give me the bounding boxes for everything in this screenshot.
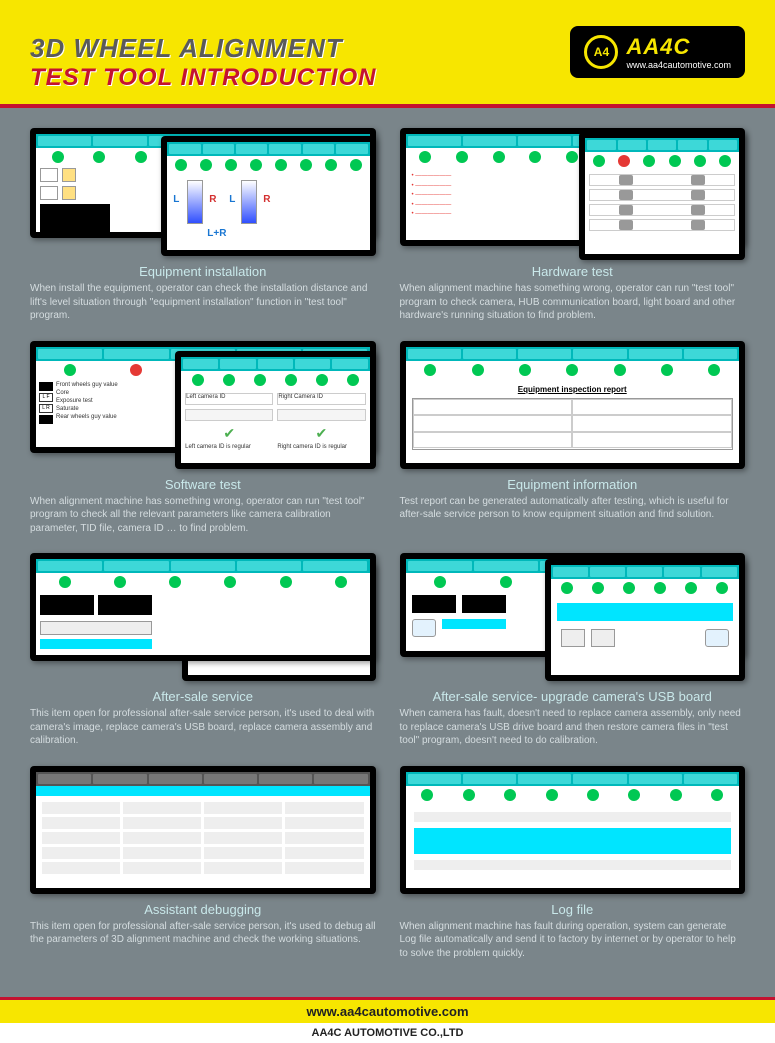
caption: After-sale service (30, 689, 376, 704)
description: This item open for professional after-sa… (30, 707, 376, 748)
cell-equipment-info: Equipment inspection report Equipment in… (400, 341, 746, 536)
footer-url: www.aa4cautomotive.com (0, 997, 775, 1023)
caption: Software test (30, 477, 376, 492)
caption: Log file (400, 902, 746, 917)
brand-logo: A4 AA4C www.aa4cautomotive.com (570, 26, 745, 78)
description: When install the equipment, operator can… (30, 282, 376, 323)
right-ok: Right camera ID is regular (277, 444, 365, 450)
cell-after-sale: After-sale service This item open for pr… (30, 553, 376, 748)
right-cam: Right Camera ID (277, 393, 365, 405)
cell-hardware-test: • ——————• ——————• ——————• ——————• ——————… (400, 128, 746, 323)
footer: www.aa4cautomotive.com AA4C AUTOMOTIVE C… (0, 997, 775, 1043)
left-cam: Left camera ID (185, 393, 273, 405)
check-icon: ✔ (223, 425, 235, 442)
brand-name: AA4C (626, 34, 731, 60)
description: Test report can be generated automatical… (400, 495, 746, 522)
cell-log-file: Log file When alignment machine has faul… (400, 766, 746, 961)
description: When camera has fault, doesn't need to r… (400, 707, 746, 748)
label-R: R (209, 194, 216, 205)
header-titles: 3D WHEEL ALIGNMENT TEST TOOL INTRODUCTIO… (30, 13, 570, 92)
cell-software-test: L F L R Front wheels guy value Core Expo… (30, 341, 376, 536)
caption: Equipment installation (30, 264, 376, 279)
caption: After-sale service- upgrade camera's USB… (400, 689, 746, 704)
cell-equipment-installation: L R L R L+R Equipment installation When … (30, 128, 376, 323)
label-LR: L+R (207, 228, 226, 239)
label-R2: R (263, 194, 270, 205)
cell-assistant-debug: Assistant debugging This item open for p… (30, 766, 376, 961)
report-title: Equipment inspection report (412, 385, 734, 394)
description: When alignment machine has something wro… (400, 282, 746, 323)
brand-url: www.aa4cautomotive.com (626, 60, 731, 70)
description: When alignment machine has fault during … (400, 920, 746, 961)
check-icon: ✔ (316, 425, 328, 442)
description: When alignment machine has something wro… (30, 495, 376, 536)
label-L: L (173, 194, 179, 205)
label-L2: L (229, 194, 235, 205)
footer-company: AA4C AUTOMOTIVE CO.,LTD (0, 1023, 775, 1043)
title-line2: TEST TOOL INTRODUCTION (30, 64, 570, 92)
left-ok: Left camera ID is regular (185, 444, 273, 450)
caption: Equipment information (400, 477, 746, 492)
grid-content: L R L R L+R Equipment installation When … (0, 108, 775, 970)
title-line1: 3D WHEEL ALIGNMENT (30, 33, 570, 64)
caption: Hardware test (400, 264, 746, 279)
logo-badge: A4 (584, 35, 618, 69)
cell-upgrade-usb: After-sale service- upgrade camera's USB… (400, 553, 746, 748)
caption: Assistant debugging (30, 902, 376, 917)
description: This item open for professional after-sa… (30, 920, 376, 947)
header-banner: 3D WHEEL ALIGNMENT TEST TOOL INTRODUCTIO… (0, 0, 775, 108)
